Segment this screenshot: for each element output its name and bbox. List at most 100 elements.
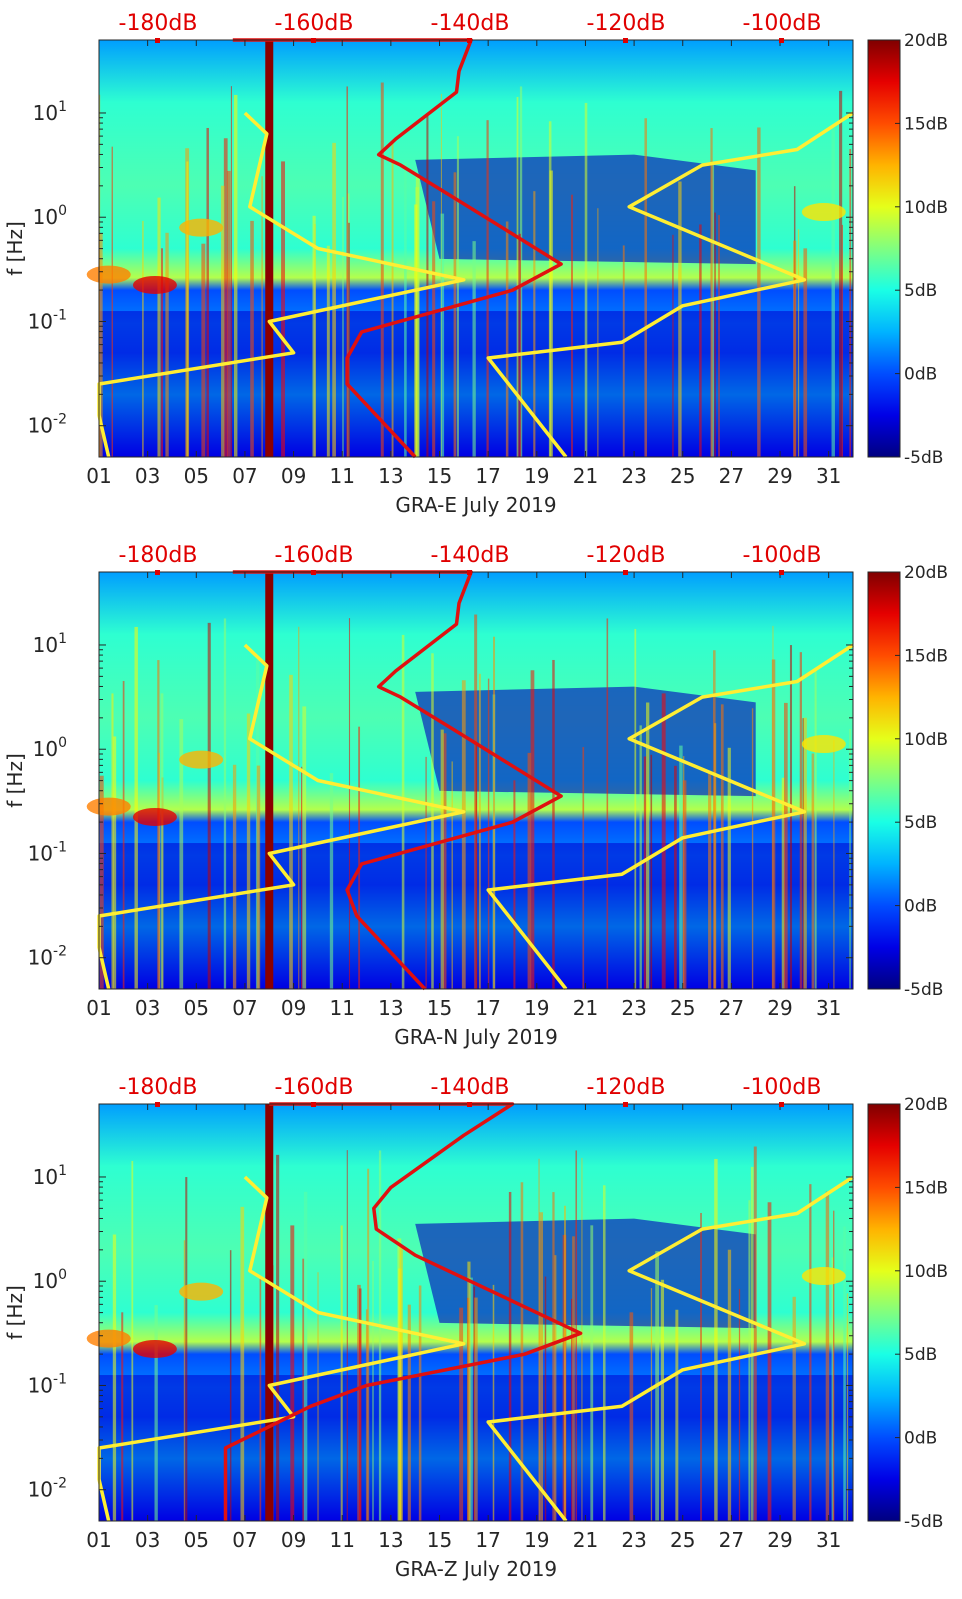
streak	[453, 172, 457, 458]
streak	[552, 659, 555, 989]
top-db-tick	[623, 570, 628, 575]
x-axis-title: GRA-E July 2019	[395, 493, 556, 517]
top-db-label: -160dB	[275, 1075, 354, 1100]
red-curve	[223, 1102, 583, 1521]
colorbar-label: 15dB	[904, 646, 948, 666]
streak	[714, 723, 717, 989]
streak	[99, 233, 103, 457]
x-tick-label: 07	[232, 1528, 257, 1552]
streak	[474, 1297, 478, 1521]
y-axis-title: f [Hz]	[3, 1285, 27, 1340]
streak	[425, 756, 427, 989]
x-tick-label: 09	[281, 464, 306, 488]
streak	[246, 713, 251, 989]
streak	[451, 761, 453, 989]
x-tick-label: 03	[135, 996, 160, 1020]
streak	[518, 233, 521, 457]
top-db-tick	[623, 38, 628, 43]
streak	[256, 765, 261, 989]
colorbar-label: 0dB	[904, 897, 937, 917]
red-vertical-bar	[265, 40, 274, 457]
streak	[714, 1158, 718, 1521]
x-tick-label: 21	[573, 464, 598, 488]
y-tick-label: 10-2	[28, 1476, 67, 1502]
top-db-label: -140dB	[431, 11, 510, 36]
streak	[661, 693, 666, 989]
streak	[112, 736, 117, 989]
x-tick-label: 13	[378, 996, 403, 1020]
streak	[486, 120, 489, 458]
streak	[399, 1245, 403, 1521]
streak	[233, 94, 238, 458]
streak	[646, 702, 650, 989]
streak	[792, 1296, 796, 1521]
x-axis-title: GRA-N July 2019	[394, 1025, 558, 1049]
streak	[674, 765, 677, 989]
streak	[431, 653, 434, 989]
x-tick-label: 21	[573, 996, 598, 1020]
colorbar-label: 20dB	[904, 31, 948, 51]
streak	[643, 756, 647, 989]
streak	[714, 212, 716, 457]
x-tick-label: 29	[767, 464, 792, 488]
x-tick-label: 13	[378, 1528, 403, 1552]
streak	[456, 136, 459, 457]
streak	[469, 1277, 473, 1521]
top-db-tick	[779, 1102, 784, 1107]
streak	[154, 1305, 158, 1521]
spectrogram-panel-1: 01 03 05 07 09 11 13 15 17 19 21 23 25 27 29 31 GRA-E Ju…	[3, 11, 948, 517]
energy-blob	[132, 275, 177, 294]
streak	[799, 652, 802, 989]
streak	[121, 1312, 124, 1521]
x-tick-label: 19	[524, 464, 549, 488]
streak	[572, 1236, 575, 1521]
x-tick-label: 11	[329, 464, 354, 488]
streak	[590, 1225, 594, 1521]
spectrogram-panel-3: 01 03 05 07 09 11 13 15 17 19 21 23 25 27 29 31 GRA-Z Ju…	[3, 1075, 948, 1581]
x-tick-label: 15	[427, 1528, 452, 1552]
streak	[750, 1166, 754, 1521]
streak	[803, 248, 808, 457]
streak	[250, 220, 254, 457]
streak	[378, 1150, 382, 1521]
x-tick-label: 31	[816, 464, 841, 488]
y-tick-label: 10-1	[28, 839, 67, 865]
yellow-curve-2	[486, 111, 854, 459]
x-tick-label: 01	[86, 464, 111, 488]
streak	[781, 777, 785, 989]
streak	[407, 1304, 411, 1521]
colorbar-label: 10dB	[904, 1262, 948, 1282]
streak	[367, 1168, 370, 1521]
colorbar-label: -5dB	[904, 980, 943, 1000]
streak	[571, 1298, 573, 1521]
y-tick-label: 101	[33, 1163, 67, 1189]
streak	[516, 96, 519, 458]
streak	[584, 102, 588, 458]
streak	[682, 780, 687, 989]
streak	[230, 86, 232, 457]
colorbar-label: 10dB	[904, 730, 948, 750]
streak	[527, 752, 532, 989]
streak	[380, 82, 384, 457]
streak	[793, 240, 797, 457]
streak	[753, 1146, 757, 1521]
streak	[814, 668, 817, 989]
streak	[418, 1285, 422, 1521]
colorbar	[867, 1103, 901, 1522]
x-tick-label: 17	[475, 464, 500, 488]
streak	[348, 222, 350, 457]
streak	[401, 634, 405, 989]
streak	[708, 772, 712, 989]
top-db-tick	[311, 1102, 316, 1107]
streak	[329, 773, 334, 989]
y-axis-title: f [Hz]	[3, 753, 27, 808]
streak	[185, 1177, 188, 1521]
streak	[720, 704, 724, 989]
streak	[602, 1185, 606, 1521]
streak	[650, 1288, 653, 1521]
streak	[414, 204, 418, 457]
streak	[718, 215, 720, 457]
y-tick-label: 10-2	[28, 412, 67, 438]
x-tick-label: 31	[816, 1528, 841, 1552]
colorbar-label: 15dB	[904, 114, 948, 134]
